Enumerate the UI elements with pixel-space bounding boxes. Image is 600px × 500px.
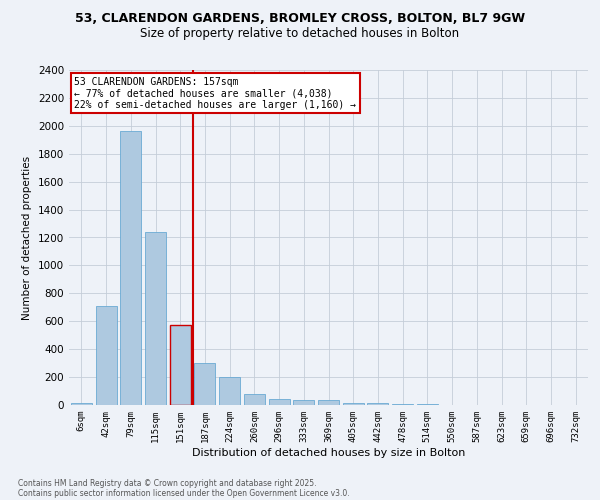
Bar xyxy=(293,400,314,405)
Bar xyxy=(269,398,290,405)
Bar xyxy=(244,394,265,405)
Text: 53, CLARENDON GARDENS, BROMLEY CROSS, BOLTON, BL7 9GW: 53, CLARENDON GARDENS, BROMLEY CROSS, BO… xyxy=(75,12,525,26)
Bar xyxy=(95,306,116,405)
Bar xyxy=(343,403,364,405)
Bar xyxy=(219,377,240,405)
Bar xyxy=(367,403,388,405)
Bar xyxy=(71,403,92,405)
Bar xyxy=(170,326,191,405)
Text: Contains HM Land Registry data © Crown copyright and database right 2025.: Contains HM Land Registry data © Crown c… xyxy=(18,478,317,488)
Text: 53 CLARENDON GARDENS: 157sqm
← 77% of detached houses are smaller (4,038)
22% of: 53 CLARENDON GARDENS: 157sqm ← 77% of de… xyxy=(74,76,356,110)
Text: Size of property relative to detached houses in Bolton: Size of property relative to detached ho… xyxy=(140,28,460,40)
Bar xyxy=(120,132,141,405)
Bar xyxy=(318,400,339,405)
Bar xyxy=(417,404,438,405)
Bar xyxy=(145,232,166,405)
X-axis label: Distribution of detached houses by size in Bolton: Distribution of detached houses by size … xyxy=(192,448,465,458)
Y-axis label: Number of detached properties: Number of detached properties xyxy=(22,156,32,320)
Bar xyxy=(194,363,215,405)
Bar xyxy=(392,404,413,405)
Text: Contains public sector information licensed under the Open Government Licence v3: Contains public sector information licen… xyxy=(18,488,350,498)
